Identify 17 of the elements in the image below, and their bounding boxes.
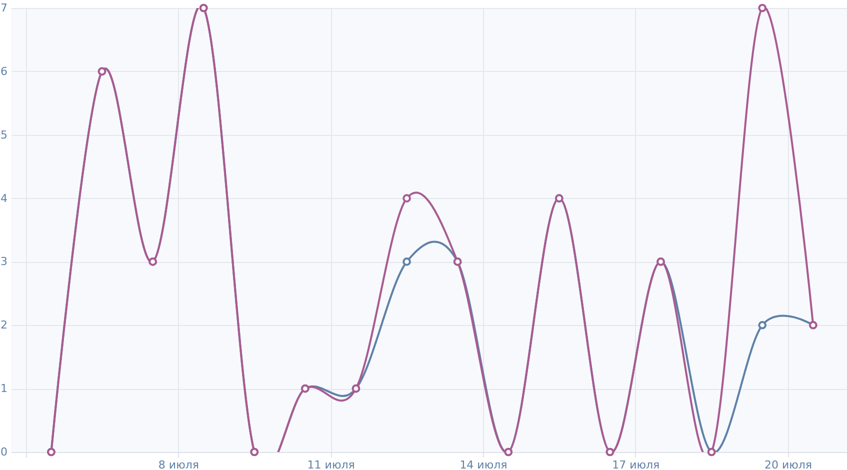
x-tick-label: 17 июля (612, 458, 660, 470)
point (758, 320, 767, 330)
x-tick-label: 20 июля (764, 458, 812, 470)
y-tick-label: 5 (0, 128, 8, 142)
y-tick-label: 3 (0, 255, 8, 268)
x-tick-label: 11 июля (307, 458, 355, 470)
x-tick-label: 8 июля (158, 458, 199, 470)
y-tick-label: 6 (0, 64, 8, 78)
point (402, 258, 411, 266)
y-tick-label: 0 (0, 446, 8, 458)
point (402, 194, 411, 202)
y-tick-label: 4 (0, 192, 8, 205)
point (758, 4, 767, 12)
y-tick-label: 1 (0, 382, 8, 396)
y-tick-label: 2 (0, 318, 8, 332)
y-tick-label: 7 (0, 2, 8, 14)
x-tick-label: 14 июля (460, 458, 508, 470)
